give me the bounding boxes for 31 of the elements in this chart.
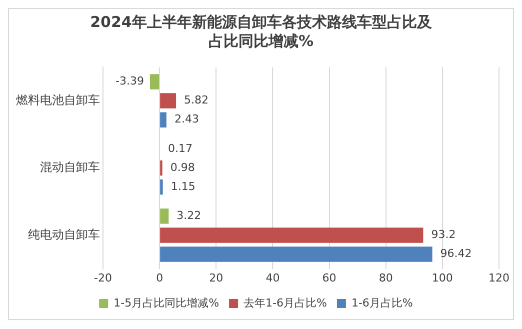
x-tick-label: 60: [322, 271, 336, 284]
x-tick-label: 20: [209, 271, 224, 284]
data-label: 0.17: [168, 142, 193, 155]
bar: [160, 112, 166, 128]
data-label: 3.22: [176, 209, 202, 222]
x-tick-label: 40: [266, 271, 280, 284]
bar: [160, 208, 169, 224]
legend-label: 1-6月占比%: [351, 296, 413, 310]
data-label: 93.2: [431, 228, 456, 242]
legend-label: 1-5月占比同比增减%: [114, 296, 220, 310]
y-tick-label: 混动自卸车: [40, 160, 100, 174]
bar: [160, 246, 432, 262]
x-tick-label: 0: [156, 271, 164, 284]
bar: [150, 74, 160, 90]
x-tick-label: 100: [432, 271, 453, 284]
bar: [160, 93, 176, 108]
data-label: 5.82: [184, 94, 209, 107]
y-tick-label: 纯电动自卸车: [28, 227, 100, 242]
x-tick-label: 80: [378, 271, 393, 284]
x-tick-label: -20: [94, 271, 112, 284]
data-label: 2.43: [174, 112, 199, 126]
data-label: 0.98: [170, 160, 195, 174]
data-label: -3.39: [116, 74, 144, 88]
data-label: 96.42: [440, 247, 472, 260]
data-label: 1.15: [170, 180, 196, 193]
x-tick-label: 120: [488, 271, 510, 284]
legend-label: 去年1-6月占比%: [244, 296, 327, 310]
chart-title: 2024年上半年新能源自卸车各技术路线车型占比及占比同比增减%: [89, 13, 433, 51]
bar: [160, 179, 163, 195]
y-tick-label: 燃料电池自卸车: [16, 92, 100, 107]
bar: [160, 228, 424, 243]
